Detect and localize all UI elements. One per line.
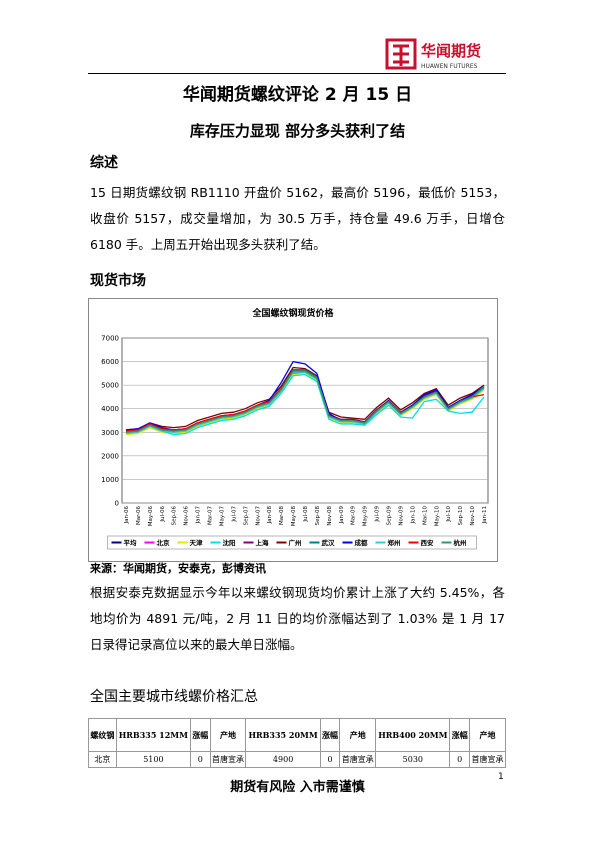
series-line [125,366,485,431]
y-tick-label: 7000 [101,335,119,343]
price-table: 螺纹钢 HRB335 12MM 涨幅 产地 HRB335 20MM 涨幅 产地 HRB400 … [88,718,507,768]
x-tick-label: Jul-06 [160,506,166,523]
section-heading: 全国主要城市线螺价格汇总 [90,689,258,705]
legend-label: 上海 [256,538,270,547]
x-tick-label: Sep-10 [458,506,464,526]
y-tick-label: 0 [115,500,119,508]
y-tick-label: 5000 [101,382,119,390]
legend-box [107,535,477,550]
table-cell: HRB400 20MM [375,718,451,752]
x-tick-label: Sep-09 [387,506,393,526]
logo: 华闻期货 HUAWEN FUTURES [385,38,481,70]
subtitle: 库存压力显现 部分多头获利了结 [189,122,406,140]
x-tick-label: Jan-06 [124,506,130,525]
x-tick-label: May-08 [291,506,297,527]
title: 华闻期货螺纹评论 2 月 15 日 [182,85,413,105]
chart: 全国螺纹钢现货价格 0 1000 2000 3000 4000 5000 6000 7000 J… [88,298,498,562]
x-tick-label: May-10 [434,506,440,527]
legend-label: 北京 [157,538,171,547]
x-tick-label: Sep-08 [315,506,321,526]
x-tick-label: May-06 [148,506,154,527]
table-cell: 北京 [88,751,117,768]
x-tick-label: May-09 [363,506,369,527]
series-line [125,371,485,435]
legend-label: 天津 [190,538,204,547]
section-heading: 现货市场 [90,273,146,289]
x-tick-label: Sep-06 [172,506,178,526]
x-tick-label: Jul-08 [303,506,309,523]
legend-label: 广州 [289,538,302,547]
table-cell: HRB335 20MM [245,718,321,752]
x-tick-label: Jan-07 [196,506,202,525]
logo-subtext: HUAWEN FUTURES [421,63,478,70]
logo-text: 华闻期货 [421,42,481,60]
legend-label: 沈阳 [223,538,237,547]
y-tick-label: 4000 [101,405,119,413]
legend-label: 杭州 [454,538,467,547]
x-tick-label: Mar-07 [208,506,214,526]
table-cell: 产地 [339,718,377,752]
table-cell: 5030 [375,751,451,768]
table-cell: 首唐宣承 [468,751,507,768]
x-tick-label: Sep-07 [243,506,249,526]
x-tick-label: Jan-10 [410,506,416,525]
header-rule [88,73,506,74]
table-cell: 4900 [245,751,321,768]
x-tick-label: Jul-10 [446,506,452,523]
x-tick-label: Jan-09 [339,506,345,525]
y-tick-label: 1000 [101,476,119,484]
table-cell: 首唐宣承 [209,751,247,768]
legend-label: 西安 [421,538,435,547]
table-cell: 涨幅 [449,718,470,752]
x-tick-label: Mar-10 [422,506,428,526]
paragraph: 根据安泰克数据显示今年以来螺纹钢现货均价累计上涨了大约 5.45%，各地均价为 … [90,585,505,652]
table-cell: 产地 [209,718,247,752]
chart-title: 全国螺纹钢现货价格 [251,307,334,319]
x-tick-label: Mar-08 [279,506,285,526]
table-cell: HRB335 12MM [115,718,192,752]
table-cell: 涨幅 [319,718,341,752]
plot-area [121,337,489,504]
x-tick-label: Jul-09 [375,506,381,523]
y-tick-label: 3000 [101,429,119,437]
table-cell: 0 [319,751,341,768]
series-line [125,373,485,436]
x-tick-label: Mar-09 [351,506,357,526]
x-tick-label: Nov-07 [255,506,261,526]
legend-label: 武汉 [322,538,336,547]
x-tick-label: Jan-08 [267,506,273,525]
table-cell: 首唐宣承 [339,751,377,768]
x-tick-label: Mar-06 [136,506,142,526]
footer: 期货有风险 入市需谨慎 [230,780,365,795]
table-cell: 螺纹钢 [88,718,117,752]
x-tick-label: Nov-06 [184,506,190,526]
x-tick-label: May-07 [219,506,225,527]
y-tick-label: 6000 [101,358,119,366]
x-tick-label: Jan-11 [482,506,488,524]
x-tick-label: Nov-09 [398,506,404,526]
table-cell: 涨幅 [190,718,211,752]
x-tick-label: Nov-10 [470,506,476,526]
page-number: 1 [498,772,504,782]
table-row: 北京 5100 0 首唐宣承 4900 0 首唐宣承 5030 0 首唐宣承 [88,751,507,768]
legend-label: 成都 [355,538,369,547]
section-heading: 综述 [90,155,118,171]
x-tick-label: Jul-07 [231,506,237,523]
legend-label: 郑州 [388,538,401,547]
y-tick-label: 2000 [101,452,119,460]
table-row: 螺纹钢 HRB335 12MM 涨幅 产地 HRB335 20MM 涨幅 产地 HRB400 … [88,718,507,752]
paragraph: 15 日期货螺纹钢 RB1110 开盘价 5162，最高价 5196，最低价 5… [90,185,505,252]
table-cell: 5100 [115,751,192,768]
table-cell: 0 [449,751,470,768]
source: 来源：华闻期货，安泰克，彭博资讯 [90,562,266,575]
legend-label: 平均 [124,538,138,547]
table-cell: 0 [190,751,211,768]
table-cell: 产地 [468,718,507,752]
series-line [125,370,485,433]
series-line [125,372,485,436]
x-tick-label: Nov-08 [327,506,333,526]
